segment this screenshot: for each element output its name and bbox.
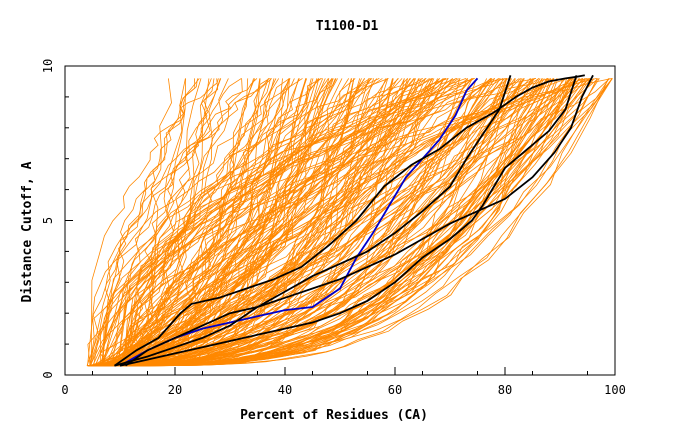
model-curve: [124, 78, 408, 366]
model-curve: [101, 78, 258, 366]
model-curve: [127, 78, 531, 366]
model-curve: [117, 78, 549, 366]
reference-curve-4: [124, 74, 594, 367]
x-tick-label: 0: [61, 383, 68, 397]
model-curve: [94, 78, 412, 367]
model-curve: [97, 78, 472, 366]
model-curve: [122, 78, 572, 367]
model-curve: [106, 78, 591, 367]
model-curve: [89, 78, 474, 366]
model-curve: [121, 78, 585, 367]
reference-curve-1: [113, 74, 585, 367]
model-curve: [121, 78, 322, 366]
model-curve: [100, 78, 507, 366]
model-curve: [119, 78, 319, 367]
chart-title: T1100-D1: [316, 19, 379, 34]
model-curve: [99, 78, 540, 367]
model-curve: [126, 78, 600, 367]
model-curve: [98, 78, 493, 367]
model-curve: [127, 78, 578, 366]
model-curve: [113, 78, 459, 366]
model-curve: [99, 78, 242, 366]
model-curve: [113, 78, 583, 367]
model-curve: [95, 78, 389, 366]
x-tick-label: 40: [278, 383, 292, 397]
axis-ticks: 0 20 40 60 80 100 0 5 10: [41, 59, 626, 397]
model-curve: [108, 78, 453, 367]
model-curve: [120, 78, 496, 367]
model-curve: [124, 78, 290, 366]
x-tick-label: 80: [498, 383, 512, 397]
model-curve: [94, 78, 475, 366]
model-curve: [102, 78, 613, 366]
model-curve: [121, 78, 522, 367]
y-axis-label: Distance Cutoff, A: [20, 161, 35, 302]
model-curve: [104, 78, 610, 367]
model-curve: [123, 78, 337, 366]
model-curve: [101, 78, 590, 366]
model-curve: [121, 78, 598, 367]
model-curve: [123, 78, 578, 367]
model-curve: [89, 78, 270, 366]
model-curve: [102, 78, 416, 367]
model-curve: [101, 78, 458, 366]
model-curve: [119, 78, 568, 366]
y-tick-label: 5: [41, 217, 55, 224]
model-curve: [125, 78, 329, 366]
reference-curve-2: [114, 75, 512, 367]
model-curve: [118, 78, 584, 367]
model-curve: [111, 78, 427, 366]
model-curve: [96, 78, 540, 367]
model-curve: [110, 78, 473, 367]
model-curve: [100, 78, 449, 366]
model-curve: [90, 78, 219, 366]
x-axis-label: Percent of Residues (CA): [240, 408, 428, 423]
y-tick-label: 0: [41, 371, 55, 378]
model-curve: [97, 78, 555, 367]
x-tick-label: 100: [604, 383, 626, 397]
y-tick-label: 10: [41, 59, 55, 73]
model-curve: [104, 78, 215, 366]
model-curve: [107, 78, 453, 367]
model-curve: [101, 78, 446, 367]
model-curve: [123, 78, 551, 366]
model-curve: [115, 78, 272, 366]
highlight-curve: [119, 77, 479, 367]
x-tick-label: 20: [168, 383, 182, 397]
highlighted-curves: [113, 74, 594, 367]
model-curve: [88, 78, 505, 367]
reference-curve-3: [119, 75, 578, 367]
x-tick-label: 60: [388, 383, 402, 397]
model-curve: [90, 78, 597, 366]
model-curve: [89, 78, 447, 366]
model-curve: [87, 78, 613, 367]
model-curve: [119, 78, 609, 367]
model-curve: [87, 78, 383, 366]
model-curve: [89, 78, 200, 366]
model-curve: [121, 78, 504, 366]
model-curve: [92, 78, 588, 366]
background-model-curves: [86, 78, 613, 367]
